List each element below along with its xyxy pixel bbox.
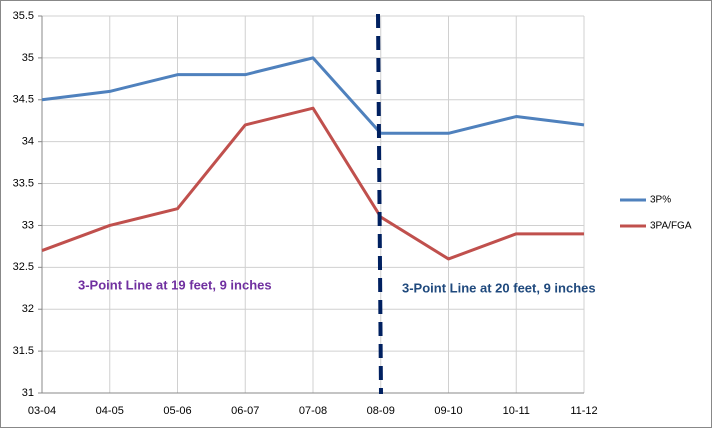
y-tick-label: 31.5 bbox=[13, 345, 34, 357]
x-tick-label: 03-04 bbox=[28, 405, 56, 417]
plot-area: 31 31.5 32 32.5 33 33.5 34 34.5 35 35.5 03-04 04-05… bbox=[13, 10, 692, 417]
x-tick-label: 08-09 bbox=[367, 405, 395, 417]
divider-line bbox=[376, 13, 383, 395]
y-tick-label: 32.5 bbox=[13, 261, 34, 273]
series-line bbox=[41, 56, 585, 135]
y-tick-label: 33 bbox=[22, 219, 34, 231]
x-tick-label: 06-07 bbox=[231, 405, 259, 417]
y-tick-label: 35 bbox=[22, 52, 34, 64]
legend-label: 3P% bbox=[650, 195, 671, 206]
y-tick-label: 31 bbox=[22, 387, 34, 399]
x-tick-label: 04-05 bbox=[96, 405, 124, 417]
y-tick-label: 34 bbox=[22, 136, 34, 148]
y-tick-label: 34.5 bbox=[13, 94, 34, 106]
legend-label: 3PA/FGA bbox=[650, 221, 692, 232]
annotation: 3-Point Line at 19 feet, 9 inches bbox=[78, 277, 272, 292]
x-tick-label: 07-08 bbox=[299, 405, 327, 417]
annotation: 3-Point Line at 20 feet, 9 inches bbox=[402, 280, 596, 295]
x-tick-label: 09-10 bbox=[434, 405, 462, 417]
x-tick-label: 10-11 bbox=[503, 405, 530, 417]
y-tick-label: 32 bbox=[22, 303, 34, 315]
x-tick-label: 11-12 bbox=[570, 405, 597, 417]
series-line bbox=[41, 106, 584, 261]
x-tick-label: 05-06 bbox=[163, 405, 191, 417]
y-tick-label: 35.5 bbox=[13, 10, 34, 22]
y-tick-label: 33.5 bbox=[13, 177, 34, 189]
